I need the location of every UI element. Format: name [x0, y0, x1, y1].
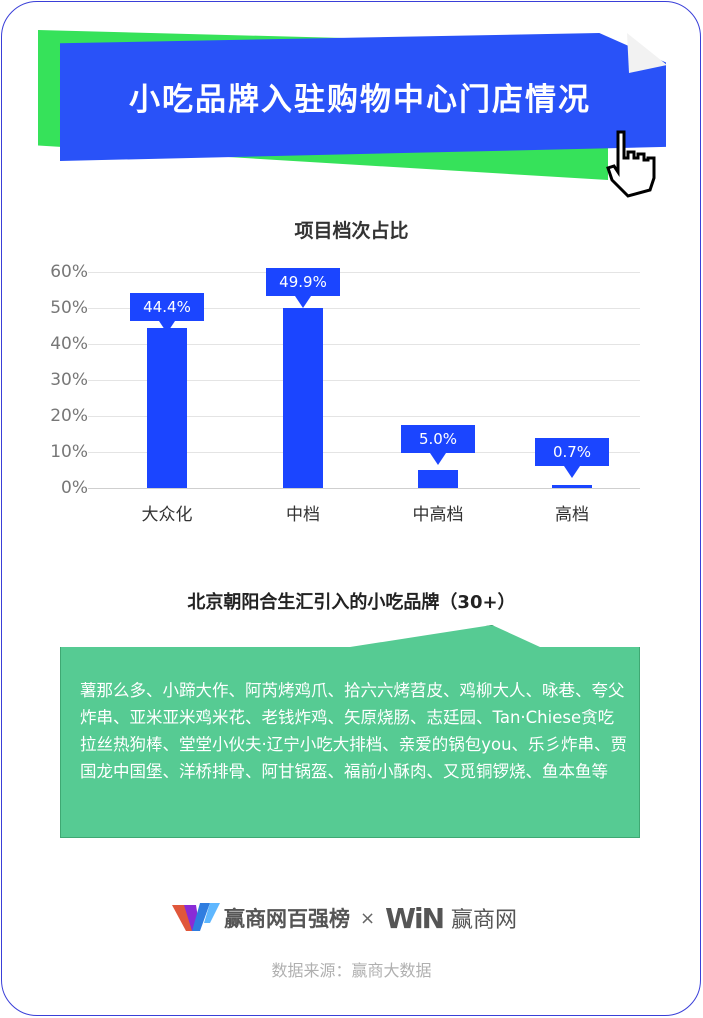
gridline: [88, 452, 640, 453]
y-tick-label: 10%: [50, 442, 88, 462]
x-tick-label: 中高档: [412, 505, 464, 525]
gridline: [88, 344, 640, 345]
winshang-logo-icon: WiN: [385, 901, 445, 935]
top100-logo-text: 赢商网百强榜: [224, 907, 350, 931]
banner-blue-shape: [60, 33, 666, 161]
bar-value-label: 49.9%: [266, 268, 340, 308]
gridline: [88, 272, 640, 273]
bar-value-label: 0.7%: [535, 438, 609, 478]
data-source-note: 数据来源：赢商大数据: [271, 961, 432, 980]
gridline: [88, 488, 640, 489]
brands-section-title: 北京朝阳合生汇引入的小吃品牌（30+）: [187, 592, 516, 613]
y-tick-label: 0%: [61, 478, 88, 498]
x-tick-label: 高档: [555, 505, 589, 525]
brands-list-text: 薯那么多、小蹄大作、阿芮烤鸡爪、拾六六烤苕皮、鸡柳大人、咏巷、夸父炸串、亚米亚米…: [80, 681, 628, 781]
gridline: [88, 308, 640, 309]
gridline: [88, 380, 640, 381]
bar-value-label: 44.4%: [130, 293, 204, 333]
times-symbol: ×: [360, 907, 376, 929]
top100-logo-icon: [172, 903, 220, 931]
x-tick-label: 大众化: [141, 505, 193, 525]
winshang-logo-text: 赢商网: [451, 908, 518, 933]
chart-title: 项目档次占比: [294, 220, 409, 242]
bar-value-label: 5.0%: [401, 425, 475, 465]
gridline: [88, 416, 640, 417]
y-tick-label: 40%: [50, 334, 88, 354]
bar: [283, 308, 323, 488]
footer-logos: 赢商网百强榜 × WiN 赢商网: [170, 900, 550, 936]
pointing-hand-icon: [606, 130, 656, 198]
bar: [552, 485, 592, 488]
bar-chart-plot: 44.4% 49.9% 5.0% 0.7%: [88, 268, 640, 489]
page-title: 小吃品牌入驻购物中心门店情况: [129, 82, 591, 118]
bar: [418, 470, 458, 488]
y-tick-label: 50%: [50, 298, 88, 318]
y-tick-label: 60%: [50, 262, 88, 282]
y-tick-label: 20%: [50, 406, 88, 426]
bar: [147, 328, 187, 488]
x-tick-label: 中档: [286, 505, 320, 525]
y-tick-label: 30%: [50, 370, 88, 390]
